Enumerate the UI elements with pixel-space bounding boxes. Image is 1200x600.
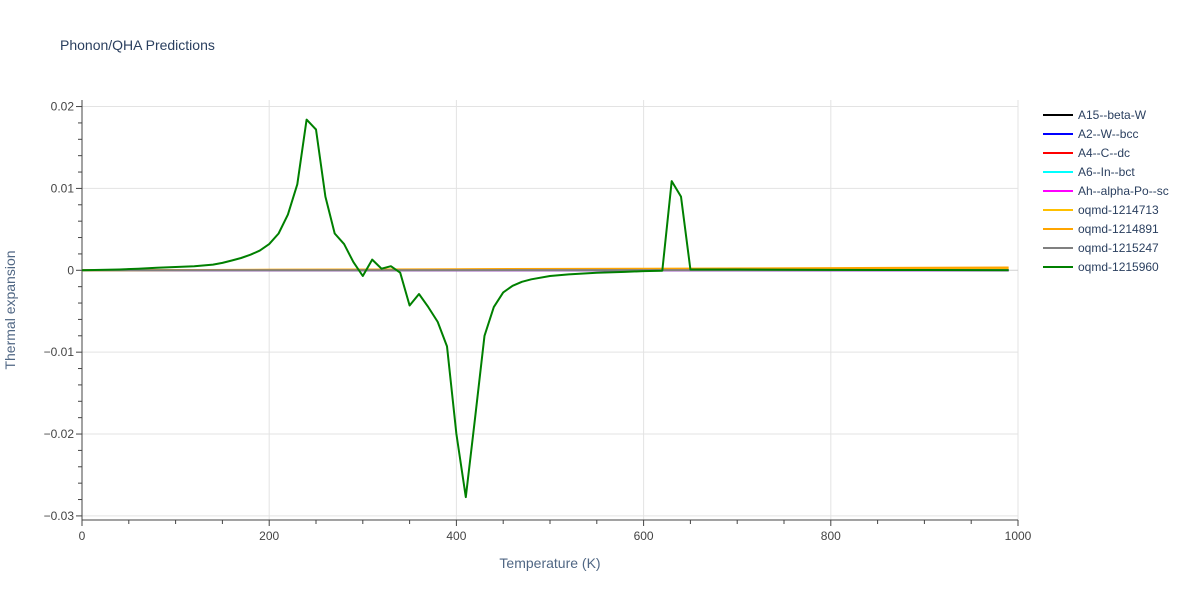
legend-label: Ah--alpha-Po--sc xyxy=(1078,184,1169,198)
legend: A15--beta-W A2--W--bcc A4--C--dc A6--In--bc… xyxy=(1043,108,1169,274)
x-tick-label: 1000 xyxy=(1005,529,1032,543)
legend-label: A4--C--dc xyxy=(1078,146,1130,160)
y-tick-label: −0.01 xyxy=(44,345,75,359)
legend-label: oqmd-1214891 xyxy=(1078,222,1159,236)
legend-label: oqmd-1215247 xyxy=(1078,241,1159,255)
y-tick-label: 0.02 xyxy=(51,100,75,114)
y-tick-label: 0 xyxy=(67,263,74,277)
tick-labels: 0 200 400 600 800 1000 −0.03 −0.02 −0.01 0 0.01 0.0… xyxy=(44,100,1032,543)
legend-label: A15--beta-W xyxy=(1078,108,1147,122)
x-tick-label: 600 xyxy=(634,529,654,543)
legend-label: A2--W--bcc xyxy=(1078,127,1138,141)
x-tick-label: 0 xyxy=(79,529,86,543)
legend-label: A6--In--bct xyxy=(1078,165,1135,179)
x-tick-label: 200 xyxy=(259,529,279,543)
chart-title: Phonon/QHA Predictions xyxy=(60,37,215,53)
legend-label: oqmd-1214713 xyxy=(1078,203,1159,217)
y-tick-label: −0.03 xyxy=(44,509,75,523)
y-tick-label: −0.02 xyxy=(44,427,75,441)
y-axis-title: Thermal expansion xyxy=(2,250,18,369)
series-lines xyxy=(81,118,1009,499)
x-tick-label: 400 xyxy=(446,529,466,543)
axes xyxy=(76,100,1019,526)
gridlines xyxy=(82,100,1019,520)
x-tick-label: 800 xyxy=(821,529,841,543)
series-line-oqmd-1215960 xyxy=(81,118,1009,499)
legend-label: oqmd-1215960 xyxy=(1078,260,1159,274)
x-axis-title: Temperature (K) xyxy=(499,555,600,571)
y-tick-label: 0.01 xyxy=(51,181,75,195)
